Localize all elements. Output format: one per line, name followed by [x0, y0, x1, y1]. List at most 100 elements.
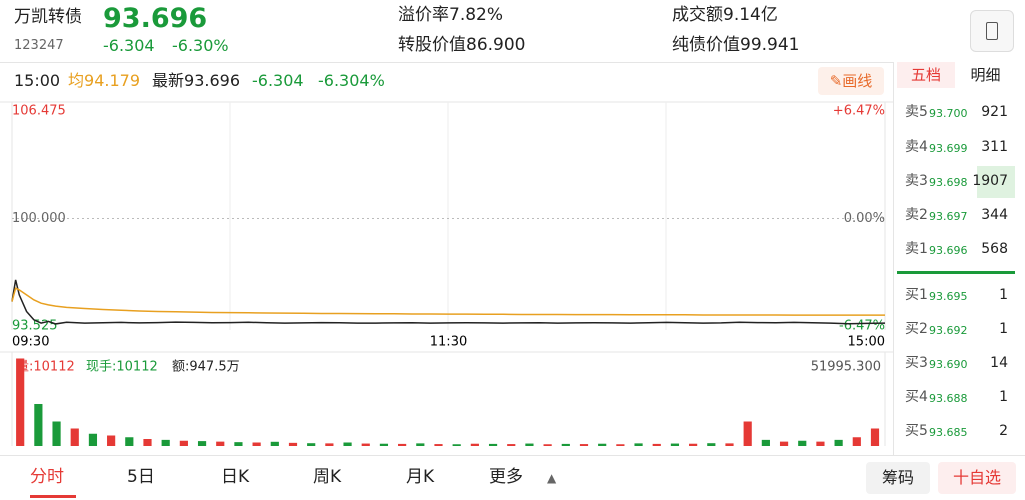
value: 86.900: [466, 35, 526, 55]
amount-label: 额:947.5万: [172, 360, 240, 375]
volume-bar: [543, 444, 552, 446]
volume-bar: [161, 439, 170, 446]
volume-bar: [725, 443, 734, 446]
value: 93.696: [184, 71, 240, 90]
volume-bar: [561, 443, 570, 446]
change-pct: -6.30%: [172, 36, 229, 55]
y2-tick-label: 0.00%: [844, 211, 885, 226]
level-price: 93.692: [929, 324, 968, 337]
level-label: 卖3: [905, 173, 928, 189]
tab-detail[interactable]: 明细: [970, 66, 1001, 84]
level-price: 93.696: [929, 244, 968, 257]
level-qty: 14: [990, 355, 1008, 371]
volume-bar: [398, 443, 407, 446]
draw-button[interactable]: ✎画线: [818, 67, 884, 95]
y2-tick-label: +6.47%: [833, 104, 885, 119]
tab-intraday[interactable]: 分时: [30, 467, 64, 487]
chips-button[interactable]: 筹码: [866, 462, 930, 494]
volume-bar: [343, 442, 352, 446]
volume-bar: [34, 403, 43, 446]
tab-week-k[interactable]: 周K: [313, 467, 342, 487]
turnover: 成交额9.14亿: [672, 7, 778, 24]
tab-5day[interactable]: 5日: [127, 467, 155, 487]
book-row: 买1 93.695 1: [897, 287, 1015, 305]
level-qty: 344: [981, 207, 1008, 223]
volume-bar: [816, 441, 825, 446]
volume-bar: [689, 443, 698, 446]
label: 成交额: [672, 5, 723, 25]
volume-bar: [434, 444, 443, 446]
level-qty: 1: [999, 389, 1008, 405]
volume-bar: [652, 443, 661, 446]
latest-change-pct: -6.304%: [318, 71, 385, 90]
book-row: 买3 93.690 14: [897, 355, 1015, 373]
premium: 溢价率7.82%: [398, 7, 503, 24]
value: 94.179: [84, 71, 140, 90]
level-price: 93.688: [929, 392, 968, 405]
book-row: 卖5 93.700 921: [897, 104, 1015, 122]
volume-bar: [579, 444, 589, 446]
label: 最新: [152, 71, 185, 90]
y-tick-label: 100.000: [12, 211, 66, 226]
volume-bar: [616, 444, 625, 446]
volume-bar: [70, 428, 79, 446]
price-line: [11, 287, 886, 316]
y-tick-label: 51995.300: [811, 360, 881, 375]
label: 纯债价值: [672, 35, 740, 55]
book-row: 卖3 93.698 1907: [897, 166, 1015, 198]
qty-highlight: [977, 166, 1015, 198]
volume-bar: [670, 443, 680, 446]
volume-bar: [507, 444, 516, 446]
device-button[interactable]: [970, 10, 1014, 52]
tab-underline: [30, 495, 76, 498]
level-qty: 921: [981, 104, 1008, 120]
tab-month-k[interactable]: 月K: [406, 467, 435, 487]
book-separator: [897, 271, 1015, 274]
volume-bar: [761, 439, 770, 446]
volume-bar: [416, 443, 425, 446]
volume-bar: [197, 441, 207, 446]
volume-bar: [143, 438, 152, 446]
level-price: 93.698: [929, 176, 968, 189]
add-watchlist-button[interactable]: 十自选: [938, 462, 1016, 494]
latest-change: -6.304: [252, 71, 304, 90]
volume-bar: [452, 444, 461, 446]
book-row: 买4 93.688 1: [897, 389, 1015, 407]
divider: [893, 62, 894, 455]
level-label: 买4: [905, 389, 928, 405]
volume-bar: [779, 441, 789, 446]
volume-bar: [307, 443, 316, 446]
tab-day-k[interactable]: 日K: [221, 467, 250, 487]
bond-name: 万凯转债: [14, 7, 82, 27]
volume-bar: [870, 428, 880, 446]
volume-bar: [598, 443, 607, 446]
label: 均: [68, 71, 85, 90]
price: 93.696: [103, 3, 208, 34]
level-label: 买1: [905, 287, 928, 303]
tab-five-level[interactable]: 五档: [897, 62, 955, 88]
level-label: 卖2: [905, 207, 928, 223]
divider: [0, 62, 893, 63]
volume-bar: [125, 437, 134, 446]
volume-bar: [488, 443, 498, 446]
level-price: 93.697: [929, 210, 968, 223]
value: 9.14亿: [723, 5, 778, 25]
book-row: 买5 93.685 2: [897, 423, 1015, 441]
hand-label: 现手:10112: [86, 360, 158, 375]
price-line: [11, 279, 886, 325]
book-row: 卖1 93.696 568: [897, 241, 1015, 259]
level-label: 买2: [905, 321, 928, 337]
label: 溢价率: [398, 5, 449, 25]
volume-bar: [798, 440, 807, 446]
volume-bar: [361, 443, 370, 446]
volume-bar: [743, 421, 752, 446]
label: 画线: [842, 72, 873, 90]
order-book: 卖5 93.700 921 卖4 93.699 311 卖3 93.698 1907 卖2 93.6…: [897, 0, 1015, 460]
volume-bar: [852, 437, 861, 446]
y-tick-label: 106.475: [12, 104, 66, 119]
book-row: 买2 93.692 1: [897, 321, 1015, 339]
volume-bar: [252, 442, 261, 446]
tab-more[interactable]: 更多: [489, 467, 523, 487]
volume-bar: [707, 443, 716, 446]
